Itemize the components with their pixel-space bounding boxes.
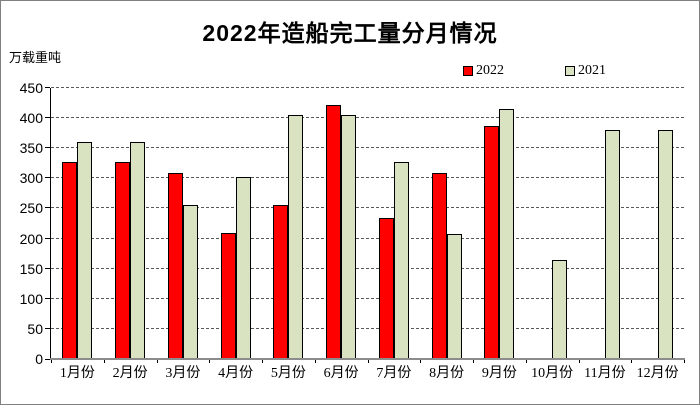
x-axis-line [50,358,685,360]
bar-2021-6月份 [341,115,357,359]
x-tick-label-11月份: 11月份 [584,366,626,381]
x-tick-2 [156,360,158,363]
y-tick-450 [45,87,50,88]
bar-2021-2月份 [130,142,146,359]
gridline-100 [51,297,684,299]
gridline-350 [51,147,684,149]
x-tick-label-4月份: 4月份 [218,366,254,381]
x-tick-label-1月份: 1月份 [59,366,95,381]
y-axis-line [50,88,51,359]
gridline-50 [51,327,684,329]
y-tick-300 [45,177,50,179]
y-tick-label-200: 200 [19,230,43,247]
y-tick-label-100: 100 [19,290,43,307]
x-tick-label-7月份: 7月份 [376,366,412,381]
y-tick-label-350: 350 [19,140,43,157]
gridline-300 [51,177,684,179]
y-tick-150 [45,267,50,269]
bar-2021-5月份 [288,115,304,359]
x-tick-label-6月份: 6月份 [323,366,359,381]
y-tick-label-450: 450 [19,80,43,96]
x-tick-4 [262,360,263,363]
bar-2021-3月份 [182,205,198,359]
legend-item-2022: 2022 [463,63,504,79]
legend-label-2022: 2022 [476,63,504,78]
x-tick-7 [420,360,422,363]
x-tick-3 [209,360,211,363]
y-tick-0 [45,359,50,360]
bar-2022-7月份 [378,218,394,359]
legend-item-2021: 2021 [565,63,606,79]
y-tick-label-0: 0 [35,351,43,367]
bar-2022-2月份 [115,162,131,359]
gridline-450 [51,87,684,88]
x-tick-label-9月份: 9月份 [481,366,517,381]
y-axis-unit-label: 万载重吨 [9,50,62,65]
y-tick-label-400: 400 [19,110,43,127]
bar-2021-12月份 [657,130,673,359]
gridline-200 [51,237,684,239]
legend-swatch-2021-icon [565,66,575,76]
y-tick-250 [45,207,50,209]
bar-2022-9月份 [484,126,500,359]
y-tick-label-300: 300 [19,170,43,187]
y-tick-label-50: 50 [27,320,43,337]
y-tick-100 [45,297,50,299]
x-tick-5 [314,360,316,363]
gridline-400 [51,117,684,119]
legend-label-2021: 2021 [578,63,606,78]
bar-2022-3月份 [167,173,183,359]
chart-title: 2022年造船完工量分月情况 [202,20,498,46]
bar-2021-4月份 [235,177,251,359]
bar-2022-8月份 [431,173,447,359]
bar-2021-8月份 [446,234,462,359]
bar-2022-1月份 [62,162,78,359]
y-tick-50 [45,327,50,329]
x-tick-label-8月份: 8月份 [429,366,465,381]
x-tick-10 [578,360,580,363]
y-tick-label-150: 150 [19,260,43,277]
y-tick-200 [45,237,50,239]
bar-2022-4月份 [220,233,236,359]
x-tick-label-2月份: 2月份 [112,366,148,381]
x-tick-label-10月份: 10月份 [531,366,574,381]
bar-2021-10月份 [552,260,568,359]
x-tick-11 [631,360,633,363]
gridline-150 [51,267,684,269]
x-tick-label-5月份: 5月份 [270,366,306,381]
y-tick-label-250: 250 [19,200,43,217]
x-tick-8 [473,360,474,363]
x-tick-1 [103,360,105,363]
x-tick-6 [367,360,369,363]
x-tick-12 [684,360,685,363]
bar-2021-11月份 [604,130,620,359]
gridline-250 [51,207,684,209]
y-tick-350 [45,147,50,149]
bar-2021-7月份 [393,162,409,359]
bar-2021-9月份 [499,109,515,359]
x-tick-9 [525,360,527,363]
x-tick-label-12月份: 12月份 [636,366,679,381]
y-tick-400 [45,117,50,119]
x-tick-label-3月份: 3月份 [165,366,201,381]
legend-swatch-2022-icon [463,66,473,76]
plot-area [51,88,684,359]
bar-2021-1月份 [77,142,93,359]
bar-2022-6月份 [326,105,342,359]
bar-2022-5月份 [273,205,289,359]
x-tick-0 [51,360,52,363]
